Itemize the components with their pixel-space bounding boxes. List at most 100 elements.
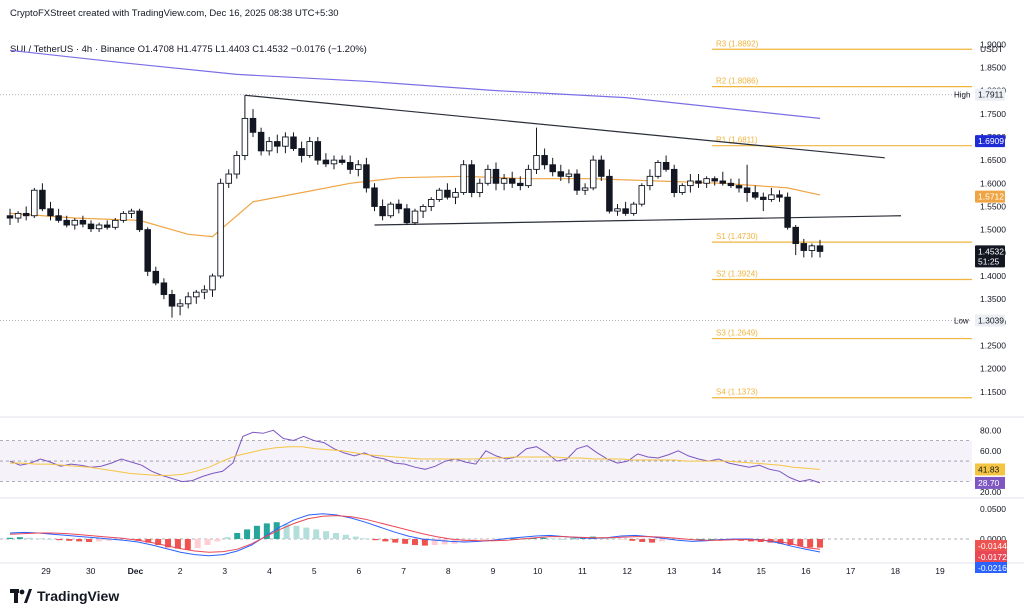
x-tick-label: 3 bbox=[222, 566, 227, 576]
candle-body bbox=[39, 189, 46, 210]
macd-histogram-bar bbox=[698, 539, 705, 540]
y-tick-label: 1.6500 bbox=[980, 155, 1006, 165]
candle-body bbox=[573, 173, 581, 191]
macd-histogram-bar bbox=[431, 539, 438, 545]
y-tick-label: 1.8500 bbox=[980, 62, 1006, 72]
macd-histogram-bar bbox=[263, 523, 270, 539]
candle-body bbox=[784, 196, 791, 228]
x-tick-label: 7 bbox=[401, 566, 406, 576]
price-badge bbox=[975, 245, 1005, 268]
candle-body bbox=[792, 226, 799, 244]
macd-badge bbox=[975, 562, 1007, 573]
x-tick-label: 14 bbox=[712, 566, 722, 576]
candle-body bbox=[160, 282, 168, 295]
macd-histogram-bar bbox=[609, 537, 616, 539]
candle-body bbox=[598, 159, 605, 177]
macd-histogram-bar bbox=[66, 539, 73, 541]
macd-histogram-bar bbox=[421, 539, 428, 546]
macd-histogram-bar bbox=[303, 527, 310, 539]
macd-histogram-bar bbox=[491, 539, 498, 540]
candle-body bbox=[87, 223, 95, 230]
y-tick-label: 1.2000 bbox=[980, 364, 1006, 374]
candle-body bbox=[144, 229, 151, 272]
tradingview-logo[interactable]: TradingView bbox=[10, 588, 119, 604]
macd-histogram-bar bbox=[392, 539, 399, 543]
candle-body bbox=[314, 141, 322, 161]
chart-credit: CryptoFXStreet created with TradingView.… bbox=[10, 8, 339, 19]
candle-body bbox=[103, 224, 111, 228]
candle-body bbox=[484, 168, 492, 184]
macd-histogram-bar bbox=[817, 539, 823, 548]
macd-histogram-bar bbox=[214, 539, 221, 542]
y-tick-label: 1.9000 bbox=[980, 39, 1006, 49]
y-tick-label: 1.6000 bbox=[980, 178, 1006, 188]
candle-body bbox=[225, 173, 232, 184]
macd-histogram-bar bbox=[155, 539, 162, 545]
candle-body bbox=[760, 196, 767, 200]
candle-body bbox=[338, 159, 346, 163]
candle-body bbox=[492, 168, 500, 184]
symbol-legend[interactable]: SUI / TetherUS · 4h · Binance O1.4708 H1… bbox=[10, 44, 367, 55]
currency-label: USDT bbox=[980, 44, 1003, 54]
rsi-tick-label: 60.00 bbox=[980, 446, 1002, 456]
x-tick-label: 15 bbox=[756, 566, 766, 576]
candle-body bbox=[670, 168, 678, 194]
x-tick-label: 18 bbox=[891, 566, 901, 576]
candle-body bbox=[727, 182, 735, 187]
candle-body bbox=[549, 164, 556, 173]
x-tick-label: 29 bbox=[41, 566, 51, 576]
candle-body bbox=[120, 212, 127, 221]
candle-body bbox=[776, 194, 783, 198]
candle-body bbox=[638, 185, 646, 205]
x-tick-label: 2 bbox=[178, 566, 183, 576]
y-tick-label: 1.5000 bbox=[980, 225, 1006, 235]
macd-histogram-bar bbox=[204, 539, 211, 545]
y-tick-label: 1.5500 bbox=[980, 201, 1006, 211]
candle-body bbox=[233, 155, 241, 175]
x-tick-label: 4 bbox=[267, 566, 272, 576]
macd-histogram-bar bbox=[253, 525, 260, 539]
candle-body bbox=[436, 189, 443, 200]
y-tick-label: 1.3500 bbox=[980, 294, 1006, 304]
x-tick-label: 12 bbox=[622, 566, 632, 576]
candle-body bbox=[816, 245, 824, 252]
macd-histogram-bar bbox=[244, 529, 251, 539]
y-tick-label: 1.1500 bbox=[980, 387, 1006, 397]
macd-histogram-bar bbox=[313, 529, 320, 539]
rsi-tick-label: 80.00 bbox=[980, 425, 1002, 435]
macd-histogram-bar bbox=[283, 524, 290, 539]
candle-body bbox=[79, 219, 87, 225]
candle-body bbox=[95, 224, 103, 230]
candle-body bbox=[630, 203, 637, 214]
x-tick-label: 8 bbox=[446, 566, 451, 576]
macd-histogram-bar bbox=[372, 539, 379, 541]
candle-body bbox=[525, 168, 532, 187]
pivot-label: S1 (1.4730) bbox=[716, 232, 758, 241]
candle-body bbox=[411, 210, 419, 224]
candle-body bbox=[768, 194, 775, 200]
macd-histogram-bar bbox=[352, 536, 359, 539]
pivot-label: S2 (1.3924) bbox=[716, 269, 758, 278]
macd-histogram-bar bbox=[441, 539, 448, 545]
candle-body bbox=[517, 182, 524, 187]
price-badge-value: 1.5712 bbox=[978, 192, 1004, 202]
macd-histogram-bar bbox=[629, 539, 636, 541]
extreme-marker-value: 1.3039 bbox=[978, 316, 1004, 326]
macd-badge bbox=[975, 540, 1007, 551]
candle-body bbox=[500, 178, 508, 184]
macd-histogram-bar bbox=[7, 537, 13, 539]
candle-body bbox=[419, 206, 427, 212]
candle-body bbox=[565, 173, 573, 177]
candle-body bbox=[695, 180, 702, 184]
macd-histogram-bar bbox=[658, 539, 665, 542]
extreme-marker-label: Low bbox=[954, 317, 969, 326]
candle-body bbox=[735, 185, 743, 189]
x-tick-label: 30 bbox=[86, 566, 96, 576]
price-badge-value: 1.4532 bbox=[978, 246, 1004, 256]
price-badge bbox=[975, 135, 1005, 148]
candle-body bbox=[687, 180, 694, 187]
candle-body bbox=[209, 275, 216, 291]
candle-body bbox=[217, 182, 224, 277]
x-tick-label: Dec bbox=[128, 566, 144, 576]
